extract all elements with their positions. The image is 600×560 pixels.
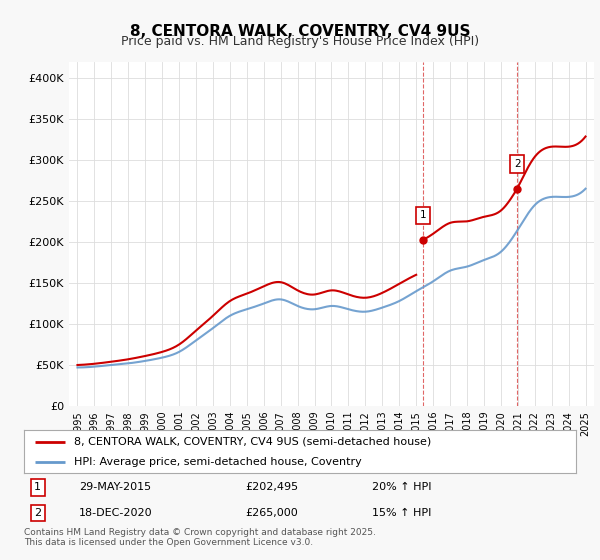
Text: Price paid vs. HM Land Registry's House Price Index (HPI): Price paid vs. HM Land Registry's House …: [121, 35, 479, 48]
Text: 15% ↑ HPI: 15% ↑ HPI: [372, 508, 431, 518]
Text: 18-DEC-2020: 18-DEC-2020: [79, 508, 153, 518]
Text: HPI: Average price, semi-detached house, Coventry: HPI: Average price, semi-detached house,…: [74, 458, 361, 467]
Text: 1: 1: [420, 211, 427, 220]
Text: Contains HM Land Registry data © Crown copyright and database right 2025.
This d: Contains HM Land Registry data © Crown c…: [24, 528, 376, 547]
Text: 8, CENTORA WALK, COVENTRY, CV4 9US (semi-detached house): 8, CENTORA WALK, COVENTRY, CV4 9US (semi…: [74, 437, 431, 447]
Text: 20% ↑ HPI: 20% ↑ HPI: [372, 482, 431, 492]
Text: 2: 2: [34, 508, 41, 518]
Text: £202,495: £202,495: [245, 482, 298, 492]
Text: 1: 1: [34, 482, 41, 492]
Text: 29-MAY-2015: 29-MAY-2015: [79, 482, 151, 492]
Text: 2: 2: [514, 159, 520, 169]
Text: £265,000: £265,000: [245, 508, 298, 518]
Text: 8, CENTORA WALK, COVENTRY, CV4 9US: 8, CENTORA WALK, COVENTRY, CV4 9US: [130, 24, 470, 39]
